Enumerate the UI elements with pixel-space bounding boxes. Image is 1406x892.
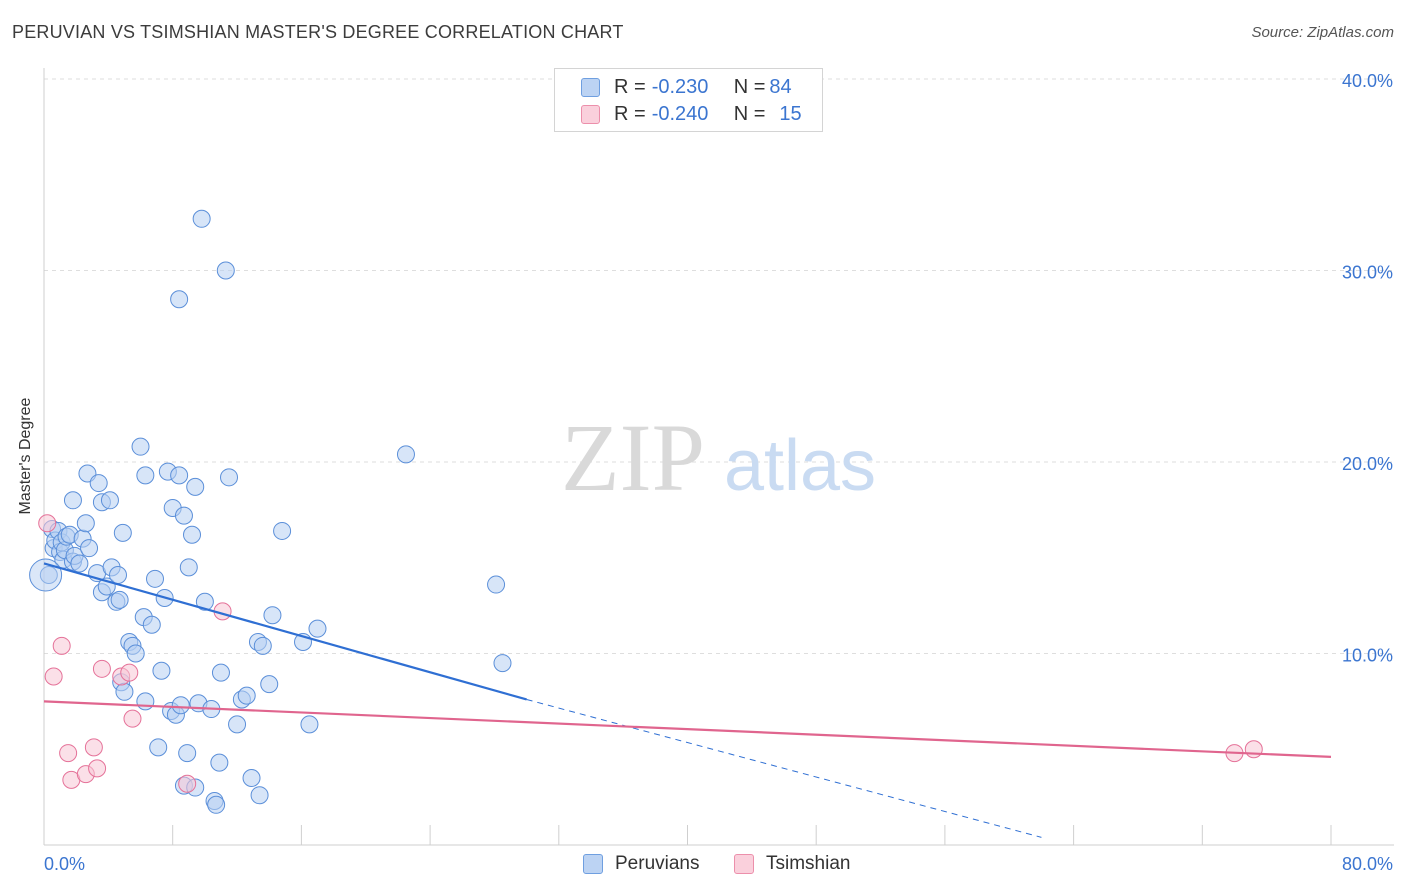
tsimshian-point <box>59 744 78 763</box>
peruvians-point <box>152 661 171 680</box>
peruvians-point <box>76 514 95 533</box>
gridlines <box>44 78 1394 654</box>
peruvians-point <box>126 644 145 663</box>
tsimshian-point <box>88 759 107 778</box>
peruvians-point <box>216 261 235 280</box>
peruvians-point <box>228 715 247 734</box>
legend-row-peruvians: R = -0.230 N = 84 <box>581 75 792 99</box>
peruvians-point <box>183 525 202 544</box>
y-axis-label: Master's Degree <box>17 397 34 515</box>
n-label: N = <box>733 102 766 125</box>
peruvians-point <box>146 569 165 588</box>
n-value: 15 <box>779 102 802 125</box>
peruvians-point <box>63 491 82 510</box>
peruvians-point <box>80 539 99 558</box>
peruvians-point <box>142 615 161 634</box>
watermark-atlas: atlas <box>724 426 876 506</box>
tsimshian-label: Tsimshian <box>766 853 851 874</box>
peruvians-trend-extension <box>526 698 1042 838</box>
r-value: -0.230 <box>651 75 709 98</box>
peruvians-point <box>396 445 415 464</box>
peruvians-point <box>70 554 89 573</box>
peruvians-point <box>207 795 226 814</box>
peruvians-point <box>178 744 197 763</box>
tsimshian-point <box>52 636 71 655</box>
peruvians-point <box>170 466 189 485</box>
peruvians-point <box>149 738 168 757</box>
peruvians-point <box>136 466 155 485</box>
tsimshian-point <box>1244 740 1263 759</box>
peruvians-point <box>308 619 327 638</box>
peruvians-point <box>136 692 155 711</box>
peruvians-point <box>250 786 269 805</box>
y-tick-label: 10.0% <box>1342 646 1393 666</box>
peruvians-point <box>110 590 129 609</box>
trend-lines <box>43 562 1332 838</box>
tsimshian-trend-line <box>43 700 1332 759</box>
tsimshian-point <box>123 709 142 728</box>
y-tick-label: 40.0% <box>1342 71 1393 91</box>
tsimshian-point <box>84 738 103 757</box>
peruvians-point <box>210 753 229 772</box>
tsimshian-point <box>44 667 63 686</box>
peruvians-point <box>237 686 256 705</box>
watermark: ZIP atlas <box>561 404 876 511</box>
peruvians-point <box>211 663 230 682</box>
y-tick-labels: 10.0% 20.0% 30.0% 40.0% <box>1342 71 1393 666</box>
x-tick-labels: 0.0% 80.0% <box>44 854 1393 874</box>
peruvians-point <box>253 636 272 655</box>
tsimshian-point <box>120 663 139 682</box>
peruvians-point <box>115 682 134 701</box>
peruvians-point <box>179 558 198 577</box>
axes <box>43 68 1394 846</box>
r-value: -0.240 <box>651 102 709 125</box>
peruvians-point <box>487 575 506 594</box>
peruvians-swatch <box>583 854 603 874</box>
peruvians-point <box>174 506 193 525</box>
peruvians-point <box>195 592 214 611</box>
peruvians-point <box>100 491 119 510</box>
peruvians-trend-line <box>43 562 527 701</box>
watermark-zip: ZIP <box>561 404 705 511</box>
tsimshian-swatch <box>734 854 754 874</box>
y-tick-label: 30.0% <box>1342 263 1393 283</box>
legend-row-tsimshian: R = -0.240 N = 15 <box>581 102 802 126</box>
tsimshian-point <box>178 774 197 793</box>
peruvians-point <box>131 437 150 456</box>
source-label: Source: ZipAtlas.com <box>1251 24 1394 41</box>
peruvians-point <box>192 209 211 228</box>
tsimshian-point <box>38 514 57 533</box>
peruvians-point <box>300 715 319 734</box>
peruvians-point <box>242 768 261 787</box>
peruvians-label: Peruvians <box>615 853 700 874</box>
peruvians-point <box>273 521 292 540</box>
peruvians-point <box>493 654 512 673</box>
peruvians-point <box>113 523 132 542</box>
peruvians-point <box>220 468 239 487</box>
r-label: R = <box>614 75 646 98</box>
n-value: 84 <box>769 75 792 98</box>
legend-peruvians: Peruvians <box>583 851 700 877</box>
peruvians-point <box>109 565 128 584</box>
peruvians-point <box>260 675 279 694</box>
peruvians-point <box>171 696 190 715</box>
x-tick-label-max: 80.0% <box>1342 854 1393 874</box>
tsimshian-point <box>92 659 111 678</box>
peruvians-point <box>263 606 282 625</box>
chart-title: PERUVIAN VS TSIMSHIAN MASTER'S DEGREE CO… <box>12 22 624 42</box>
peruvians-points <box>29 209 512 814</box>
n-label: N = <box>733 75 766 98</box>
legend-tsimshian: Tsimshian <box>734 851 850 877</box>
peruvians-swatch <box>581 77 600 97</box>
r-label: R = <box>614 102 646 125</box>
peruvians-point <box>89 474 108 493</box>
peruvians-point <box>170 290 189 309</box>
peruvians-point <box>186 477 205 496</box>
x-tick-label-min: 0.0% <box>44 854 85 874</box>
tsimshian-swatch <box>581 104 600 124</box>
correlation-legend: R = -0.230 N = 84 R = -0.240 N = 15 <box>554 68 823 132</box>
y-tick-label: 20.0% <box>1342 454 1393 474</box>
